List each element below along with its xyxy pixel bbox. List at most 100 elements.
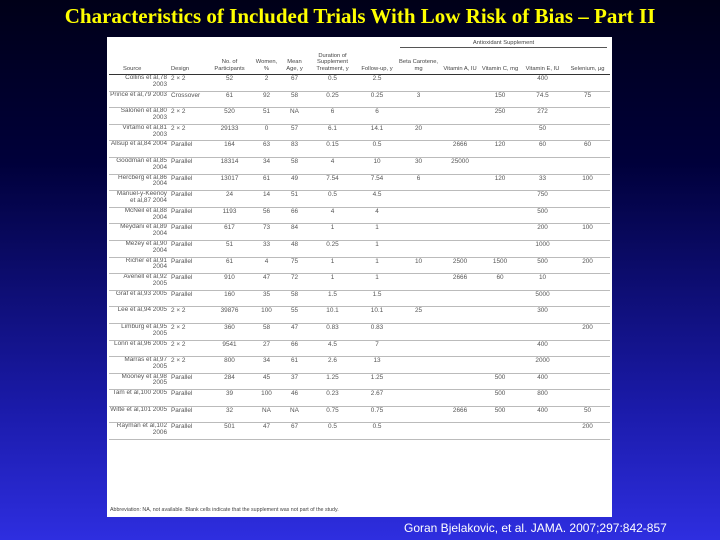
cell-age: 51	[281, 190, 308, 208]
cell-age: 58	[281, 157, 308, 175]
trials-table: Antioxidant Supplement Source Design No.…	[109, 39, 611, 441]
cell-followup: 1	[357, 273, 398, 291]
cell-women: 34	[252, 157, 281, 175]
cell-vite	[520, 422, 566, 441]
cell-vita: 2666	[440, 406, 481, 424]
cell-selenium: 200	[565, 257, 611, 275]
table-row: Manuel-y-Keenoy et al,87 2004 Parallel 24 1…	[109, 190, 611, 208]
col-age-header: Mean Age, y	[281, 48, 308, 75]
table-row: Tam et al,100 2005 Parallel 39 100 46 0.23 2.6…	[109, 389, 611, 407]
cell-followup: 1	[357, 223, 398, 241]
cell-vita	[440, 240, 481, 258]
cell-beta: 20	[397, 124, 441, 142]
cell-women: 2	[252, 74, 281, 92]
cell-beta	[397, 389, 441, 407]
cell-participants: 18314	[207, 157, 252, 175]
cell-women: 4	[252, 257, 281, 275]
table-row: Collins et al,78 2003 2 × 2 52 2 67 0.5 2.5 400	[109, 74, 611, 92]
col-followup-header: Follow-up, y	[357, 48, 398, 75]
cell-beta	[397, 140, 441, 158]
cell-source: Goodman et al,85 2004	[109, 157, 170, 175]
cell-vitc: 500	[480, 389, 521, 407]
cell-age: 83	[281, 140, 308, 158]
cell-participants: 617	[207, 223, 252, 241]
cell-followup: 13	[357, 356, 398, 374]
trials-table-panel: Antioxidant Supplement Source Design No.…	[107, 37, 612, 517]
cell-participants: 284	[207, 373, 252, 391]
cell-duration: 0.25	[308, 91, 357, 109]
slide-title: Characteristics of Included Trials With …	[64, 4, 656, 28]
cell-duration: 7.54	[308, 174, 357, 192]
cell-vita	[440, 356, 481, 374]
cell-design: 2 × 2	[170, 323, 207, 341]
cell-age: 84	[281, 223, 308, 241]
cell-vitc	[480, 422, 521, 441]
cell-source: Tam et al,100 2005	[109, 389, 170, 407]
table-row: Mooney et al,98 2005 Parallel 284 45 37 1.25 1…	[109, 373, 611, 391]
cell-age: 66	[281, 340, 308, 358]
cell-women: 63	[252, 140, 281, 158]
cell-design: Parallel	[170, 273, 207, 291]
cell-duration: 0.15	[308, 140, 357, 158]
cell-women: 47	[252, 273, 281, 291]
cell-beta	[397, 373, 441, 391]
cell-vite: 60	[520, 140, 566, 158]
cell-women: 56	[252, 207, 281, 225]
cell-followup: 2.5	[357, 74, 398, 92]
cell-duration: 2.6	[308, 356, 357, 374]
cell-duration: 1	[308, 223, 357, 241]
cell-vitc	[480, 306, 521, 324]
cell-source: Avenell et al,92 2005	[109, 273, 170, 291]
table-row: Meydani et al,89 2004 Parallel 617 73 84 1 1 20…	[109, 223, 611, 241]
cell-selenium	[565, 124, 611, 142]
cell-vita: 2500	[440, 257, 481, 275]
cell-women: 0	[252, 124, 281, 142]
cell-participants: 32	[207, 406, 252, 424]
cell-duration: 0.23	[308, 389, 357, 407]
cell-followup: 4	[357, 207, 398, 225]
cell-age: 55	[281, 306, 308, 324]
cell-age: 67	[281, 422, 308, 441]
cell-vitc	[480, 207, 521, 225]
cell-selenium	[565, 207, 611, 225]
table-row: Richer et al,91 2004 Parallel 61 4 75 1 1 10 250…	[109, 257, 611, 275]
col-participants-header: No. of Participants	[207, 48, 252, 75]
cell-selenium	[565, 340, 611, 358]
cell-followup: 4.5	[357, 190, 398, 208]
cell-selenium	[565, 373, 611, 391]
cell-vite: 300	[520, 306, 566, 324]
cell-selenium: 50	[565, 406, 611, 424]
cell-vite: 500	[520, 257, 566, 275]
cell-design: Parallel	[170, 140, 207, 158]
cell-beta	[397, 207, 441, 225]
cell-vita	[440, 340, 481, 358]
cell-age: 61	[281, 356, 308, 374]
cell-vitc	[480, 340, 521, 358]
cell-vite: 750	[520, 190, 566, 208]
cell-age: 46	[281, 389, 308, 407]
cell-followup: 0.75	[357, 406, 398, 424]
cell-vite: 400	[520, 340, 566, 358]
cell-vitc	[480, 290, 521, 308]
cell-women: 92	[252, 91, 281, 109]
cell-source: Richer et al,91 2004	[109, 257, 170, 275]
cell-duration: 4	[308, 207, 357, 225]
cell-vite: 2000	[520, 356, 566, 374]
cell-participants: 61	[207, 257, 252, 275]
cell-participants: 39	[207, 389, 252, 407]
cell-source: Meydani et al,89 2004	[109, 223, 170, 241]
cell-vitc: 150	[480, 91, 521, 109]
table-row: Mezey et al,90 2004 Parallel 51 33 48 0.25 1 10…	[109, 240, 611, 258]
cell-followup: 14.1	[357, 124, 398, 142]
cell-vite	[520, 323, 566, 341]
cell-age: 48	[281, 240, 308, 258]
col-vitamin-e-header: Vitamin E, IU	[520, 48, 566, 75]
cell-source: Lonn et al,96 2005	[109, 340, 170, 358]
cell-followup: 1	[357, 257, 398, 275]
cell-vitc	[480, 240, 521, 258]
cell-participants: 1193	[207, 207, 252, 225]
cell-participants: 9541	[207, 340, 252, 358]
cell-beta	[397, 240, 441, 258]
cell-followup: 10.1	[357, 306, 398, 324]
col-women-header: Women, %	[252, 48, 281, 75]
